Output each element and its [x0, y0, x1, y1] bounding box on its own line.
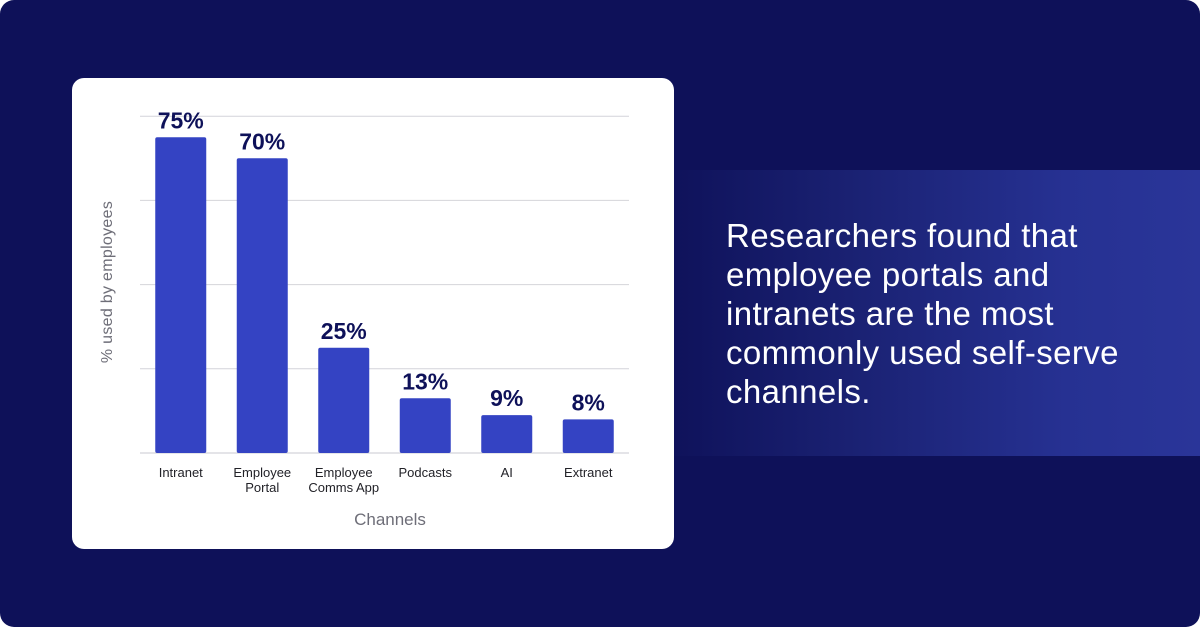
category-label: Employee Portal [233, 465, 291, 495]
bar [155, 137, 207, 453]
bar [562, 419, 614, 453]
bar [399, 398, 451, 453]
category-label: Podcasts [399, 465, 453, 480]
bar [236, 158, 288, 454]
bar-value-label: 25% [321, 318, 367, 344]
bar-value-label: 75% [158, 107, 204, 133]
bar-value-label: 70% [239, 128, 285, 154]
bar [318, 347, 370, 453]
bar [481, 415, 533, 453]
category-label: AI [501, 465, 513, 480]
bar-value-label: 13% [402, 368, 448, 394]
headline-text: Researchers found that employee portals … [726, 217, 1119, 410]
y-axis-label: % used by employees [99, 200, 116, 364]
bar-value-label: 8% [572, 389, 605, 415]
category-label: Extranet [564, 465, 613, 480]
category-label: Intranet [159, 465, 203, 480]
bar-value-label: 9% [490, 385, 523, 411]
category-label: Employee Comms App [308, 465, 379, 495]
x-axis-label: Channels [354, 510, 426, 529]
headline-band [660, 170, 1200, 456]
